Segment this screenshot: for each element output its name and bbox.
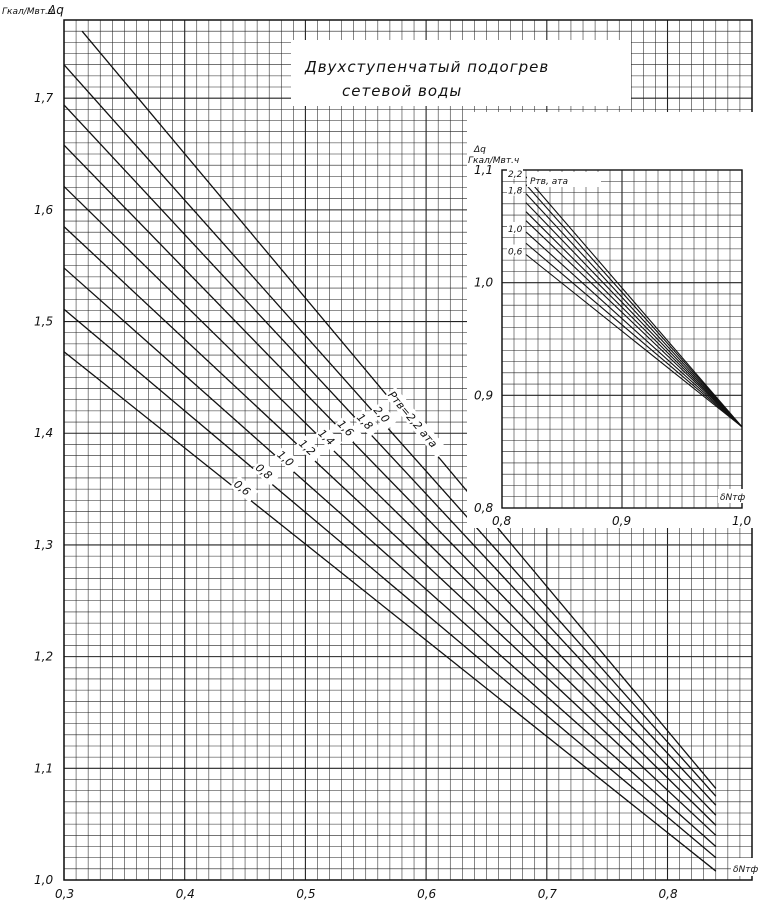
y-tick-label: 1,5 [34, 315, 53, 329]
x-tick-label: 0,8 [659, 887, 678, 901]
y-axis-unit: Гкал/Мвт.ч [2, 7, 53, 17]
main-series [63, 30, 717, 872]
inset-x-tick-label: 1,0 [732, 514, 751, 528]
main-series-line [63, 104, 717, 806]
x-axis-label: δNтф [733, 865, 758, 875]
inset-legend-title: Pтв, ата [530, 177, 568, 187]
main-series-line [63, 351, 717, 872]
y-tick-label: 1,1 [34, 761, 53, 775]
y-tick-label: 1,7 [34, 91, 53, 105]
inset-y-tick-label: 1,0 [474, 276, 493, 290]
inset-series-line [525, 176, 743, 428]
inset-label-bg [507, 183, 523, 196]
inset-series-label: 2,2 [508, 170, 523, 180]
inset-series-line [525, 184, 743, 428]
main-series-line [63, 64, 717, 797]
inset-x-label-bg [718, 489, 744, 503]
inset-series-line [525, 242, 743, 428]
title-box: Двухступенчатый подогрев сетевой воды [291, 40, 631, 106]
y-tick-label: 1,4 [34, 426, 53, 440]
inset-series-line [525, 220, 743, 428]
inset-legend-bg [527, 172, 601, 187]
main-grid [63, 19, 753, 881]
inset-y-tick-label: 0,9 [474, 388, 493, 402]
inset-series-line [525, 254, 743, 428]
x-tick-label: 0,5 [296, 887, 315, 901]
chart-title-line-1: Двухступенчатый подогрев [304, 58, 549, 76]
main-series-line [63, 267, 717, 847]
series-label-bg [230, 475, 259, 503]
series-label-bg [251, 459, 281, 487]
main-series-line [63, 144, 717, 816]
series-label-bg [314, 424, 343, 453]
main-ticks: 0,3 0,4 0,5 0,6 0,7 0,8 1,0 1,1 1,2 1,3 1,4 1,5 1,6 1… [34, 91, 678, 901]
inset-series-line [525, 202, 743, 428]
y-tick-label: 1,2 [34, 650, 53, 664]
y-tick-label: 1,6 [34, 203, 53, 217]
inset-y-axis-label: Δq [473, 145, 486, 155]
series-label-bg [353, 409, 381, 437]
x-tick-label: 0,3 [55, 887, 74, 901]
series-label-bg [295, 435, 324, 463]
inset-y-tick-label: 0,8 [474, 501, 493, 515]
main-series-line [63, 185, 717, 826]
x-tick-label: 0,6 [417, 887, 436, 901]
inset-chart: 2,2 1,8 1,0 0,6 Pтв, ата 0,8 0,9 1,0 0,8 0,9 1,0 1,… [467, 112, 756, 528]
title-bg [291, 40, 631, 106]
inset-x-axis-label: δNтф [720, 493, 745, 503]
series-label-bg [273, 446, 302, 474]
inset-series-label: 1,8 [508, 187, 523, 197]
inset-x-tick-label: 0,8 [492, 514, 511, 528]
main-series-line [63, 308, 717, 859]
inset-series-line [525, 231, 743, 428]
inset-series-label: 0,6 [508, 248, 523, 258]
series-label-bg [384, 386, 448, 458]
inset-series-line [525, 211, 743, 428]
inset-y-tick-label: 1,1 [474, 163, 493, 177]
inset-x-tick-label: 0,9 [612, 514, 631, 528]
series-label-bg [370, 402, 398, 430]
inset-series-line [525, 193, 743, 428]
y-tick-label: 1,3 [34, 538, 53, 552]
main-series-line [63, 226, 717, 836]
chart-title-line-2: сетевой воды [342, 82, 462, 100]
inset-y-axis-unit: Гкал/Мвт.ч [468, 156, 519, 166]
x-axis-label-bg [731, 858, 759, 876]
inset-plot-frame [501, 169, 743, 509]
inset-label-bg [507, 221, 523, 234]
inset-label-bg [507, 166, 523, 179]
inset-label-bg [507, 244, 523, 257]
series-label-bg [333, 415, 362, 444]
inset-series-label: 1,0 [508, 225, 523, 235]
y-tick-label: 1,0 [34, 873, 53, 887]
x-tick-label: 0,7 [538, 887, 557, 901]
x-tick-label: 0,4 [176, 887, 195, 901]
y-axis-label: Δq [47, 3, 64, 17]
